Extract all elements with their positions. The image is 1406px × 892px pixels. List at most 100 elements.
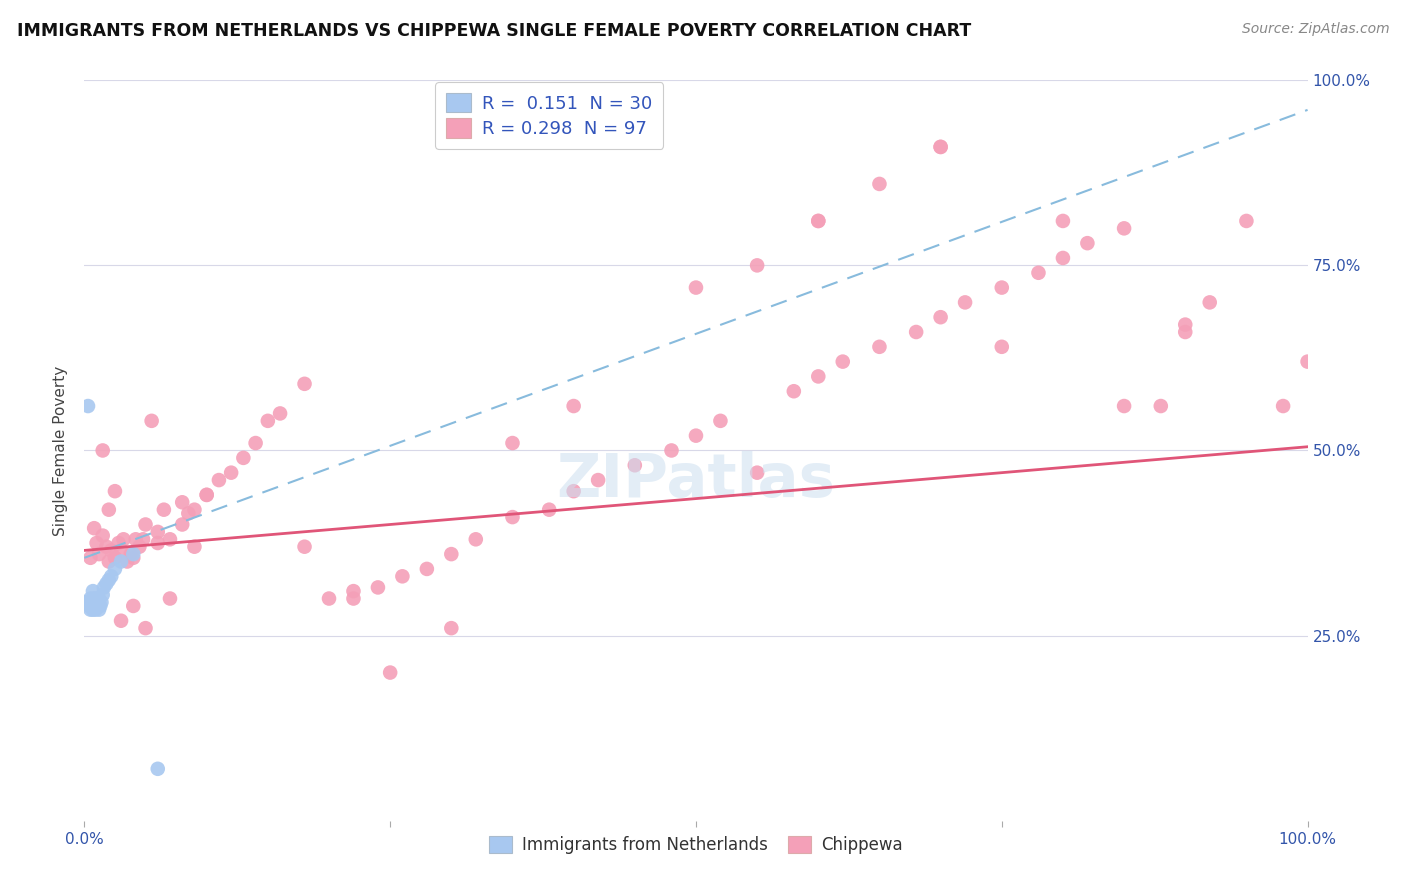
Point bbox=[159, 591, 181, 606]
Point bbox=[83, 595, 105, 609]
Point bbox=[747, 466, 769, 480]
Point bbox=[83, 591, 105, 606]
Point bbox=[929, 140, 952, 154]
Point bbox=[953, 295, 976, 310]
Point bbox=[562, 399, 585, 413]
Text: ZIPatlas: ZIPatlas bbox=[557, 450, 835, 509]
Point bbox=[153, 502, 176, 516]
Point bbox=[77, 399, 100, 413]
Point bbox=[135, 517, 157, 532]
Point bbox=[807, 214, 830, 228]
Point bbox=[1174, 325, 1197, 339]
Point bbox=[195, 488, 218, 502]
Point bbox=[84, 595, 107, 609]
Point bbox=[96, 540, 118, 554]
Point bbox=[80, 599, 103, 613]
Point bbox=[104, 550, 127, 565]
Point bbox=[89, 599, 111, 613]
Point bbox=[367, 581, 389, 595]
Point bbox=[146, 536, 169, 550]
Point bbox=[380, 665, 402, 680]
Point bbox=[586, 473, 609, 487]
Legend: Immigrants from Netherlands, Chippewa: Immigrants from Netherlands, Chippewa bbox=[482, 829, 910, 861]
Point bbox=[685, 280, 707, 294]
Point bbox=[929, 310, 952, 325]
Point bbox=[172, 517, 194, 532]
Point bbox=[86, 536, 108, 550]
Point bbox=[87, 595, 110, 609]
Point bbox=[79, 602, 101, 616]
Point bbox=[831, 354, 853, 368]
Point bbox=[783, 384, 806, 399]
Point bbox=[91, 588, 114, 602]
Point bbox=[125, 533, 148, 547]
Point bbox=[294, 540, 316, 554]
Point bbox=[464, 533, 486, 547]
Point bbox=[107, 536, 129, 550]
Point bbox=[1052, 214, 1074, 228]
Point bbox=[661, 443, 683, 458]
Y-axis label: Single Female Poverty: Single Female Poverty bbox=[53, 366, 69, 535]
Point bbox=[685, 428, 707, 442]
Point bbox=[122, 550, 145, 565]
Point bbox=[1150, 399, 1173, 413]
Point bbox=[112, 533, 135, 547]
Point bbox=[342, 584, 364, 599]
Point bbox=[80, 595, 103, 609]
Point bbox=[318, 591, 340, 606]
Point bbox=[219, 466, 242, 480]
Point bbox=[100, 543, 122, 558]
Point bbox=[93, 581, 115, 595]
Point bbox=[104, 484, 127, 499]
Point bbox=[97, 555, 120, 569]
Point bbox=[79, 591, 101, 606]
Point bbox=[208, 473, 231, 487]
Point bbox=[562, 484, 585, 499]
Point bbox=[195, 488, 218, 502]
Point bbox=[183, 502, 205, 516]
Point bbox=[77, 599, 100, 613]
Point bbox=[91, 443, 114, 458]
Point bbox=[991, 340, 1014, 354]
Point bbox=[257, 414, 280, 428]
Point bbox=[177, 507, 200, 521]
Point bbox=[294, 376, 316, 391]
Point bbox=[86, 591, 108, 606]
Point bbox=[100, 569, 122, 583]
Point bbox=[1236, 214, 1258, 228]
Point bbox=[84, 602, 107, 616]
Point bbox=[747, 259, 769, 273]
Point bbox=[86, 599, 108, 613]
Point bbox=[269, 407, 291, 421]
Point bbox=[624, 458, 647, 473]
Point bbox=[1174, 318, 1197, 332]
Point bbox=[91, 528, 114, 542]
Point bbox=[538, 502, 561, 516]
Point bbox=[128, 540, 150, 554]
Point bbox=[82, 602, 104, 616]
Point bbox=[110, 543, 132, 558]
Point bbox=[440, 547, 463, 561]
Point bbox=[929, 140, 952, 154]
Point bbox=[97, 573, 120, 587]
Point bbox=[97, 502, 120, 516]
Point bbox=[807, 214, 830, 228]
Point bbox=[104, 562, 127, 576]
Point bbox=[135, 621, 157, 635]
Point bbox=[87, 591, 110, 606]
Point bbox=[440, 125, 463, 139]
Point bbox=[232, 450, 254, 465]
Point bbox=[132, 533, 155, 547]
Point bbox=[391, 569, 413, 583]
Point bbox=[807, 369, 830, 384]
Point bbox=[1272, 399, 1295, 413]
Point bbox=[502, 510, 524, 524]
Point bbox=[905, 325, 928, 339]
Point bbox=[120, 547, 142, 561]
Point bbox=[1052, 251, 1074, 265]
Point bbox=[141, 414, 163, 428]
Point bbox=[96, 576, 118, 591]
Point bbox=[342, 591, 364, 606]
Point bbox=[82, 584, 104, 599]
Point bbox=[1296, 354, 1319, 368]
